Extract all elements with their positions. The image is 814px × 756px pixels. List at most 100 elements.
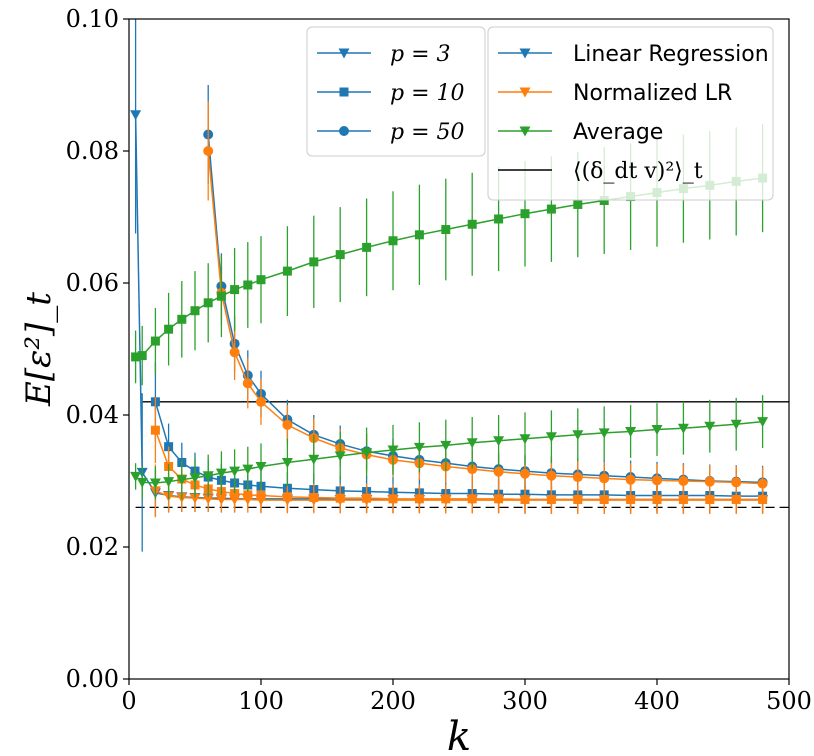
data-point [130,471,142,482]
legends: p = 3 p = 10 p = 50 Linear Regression Normal… [306,26,774,201]
x-tick-label: 200 [370,687,416,715]
data-point [190,306,200,316]
data-point [546,204,556,214]
data-point [388,236,398,246]
data-point [256,396,266,407]
x-tick-label: 100 [238,687,284,715]
data-point [216,291,226,301]
data-point [519,434,531,445]
data-point [137,351,147,361]
data-point [520,468,530,479]
legend-method-label: Linear Regression [573,42,769,67]
data-point [230,489,240,499]
data-point [598,428,610,439]
data-point [651,425,663,436]
y-tick-label: 0.00 [66,665,119,693]
data-point [202,471,214,482]
legend-method-label: ⟨(δ_dt v)²⟩_t [573,159,703,184]
legend-p-label: p = 10 [390,81,465,106]
data-point [441,494,451,504]
legend-p: p = 3 p = 10 p = 50 [306,26,486,157]
data-point [242,464,254,475]
data-point [493,466,504,477]
data-point [309,257,319,267]
data-point [229,466,241,477]
data-point [652,475,662,486]
y-tick-label: 0.06 [66,269,119,297]
data-point [440,440,452,451]
data-point [731,494,741,504]
data-point [131,352,141,362]
data-point [414,494,424,504]
data-point [177,314,187,324]
data-point [309,493,319,502]
x-axis-label: k [447,714,471,756]
plot-frame [128,18,790,680]
data-point [731,477,742,488]
data-point [677,423,689,434]
legend-p-marker [338,48,350,59]
data-point [229,347,240,358]
y-tick-label: 0.04 [66,401,119,429]
x-tick-label: 400 [634,687,680,715]
data-point [467,219,477,229]
legend-method-label: Average [573,120,663,145]
legend-p-frame [306,26,486,157]
data-point [545,432,557,443]
data-point [414,230,424,240]
y-tick-label: 0.02 [66,533,119,561]
data-point [678,476,689,486]
legend-method-label: Normalized LR [573,81,732,106]
data-point [704,476,715,487]
data-point [546,470,557,481]
data-point [705,494,715,504]
y-tick-label: 0.10 [66,5,119,33]
data-point [335,250,345,260]
data-point [626,494,636,504]
legend-p-marker [339,126,349,136]
data-point [625,474,636,485]
data-point [494,494,504,504]
x-tick-label: 0 [121,687,136,715]
data-point [308,454,320,465]
data-point [599,473,610,484]
data-point [546,494,556,504]
data-point [215,468,227,479]
legend-method-marker [519,48,531,59]
data-point [361,448,373,459]
data-point [335,493,345,503]
data-point [520,494,530,504]
data-point [282,419,293,430]
data-point [757,478,768,489]
data-point [243,280,253,290]
data-point [149,478,161,489]
x-tick-label: 300 [502,687,548,715]
data-point [520,209,530,219]
data-point [573,494,583,504]
data-point [150,336,160,346]
data-point [441,225,451,235]
data-point [573,199,583,209]
data-point [163,477,175,488]
x-tick-label: 500 [766,687,812,715]
data-point [130,110,142,121]
data-point [164,324,174,334]
series-line [154,401,763,497]
data-point [388,494,398,504]
data-point [203,298,213,308]
data-point [678,494,688,504]
data-point [704,421,716,432]
data-point [243,490,253,500]
data-point [467,494,477,504]
data-point [572,430,584,441]
data-point [230,285,240,295]
data-point [150,425,160,435]
data-point [242,378,253,389]
data-point [176,475,188,486]
axes: 0 100 200 300 400 500 0.00 0.02 0.04 0.06 0.08 0.10… [19,5,812,756]
data-point [494,214,504,224]
data-point [281,458,293,469]
data-point [413,442,425,453]
data-point [282,492,292,502]
